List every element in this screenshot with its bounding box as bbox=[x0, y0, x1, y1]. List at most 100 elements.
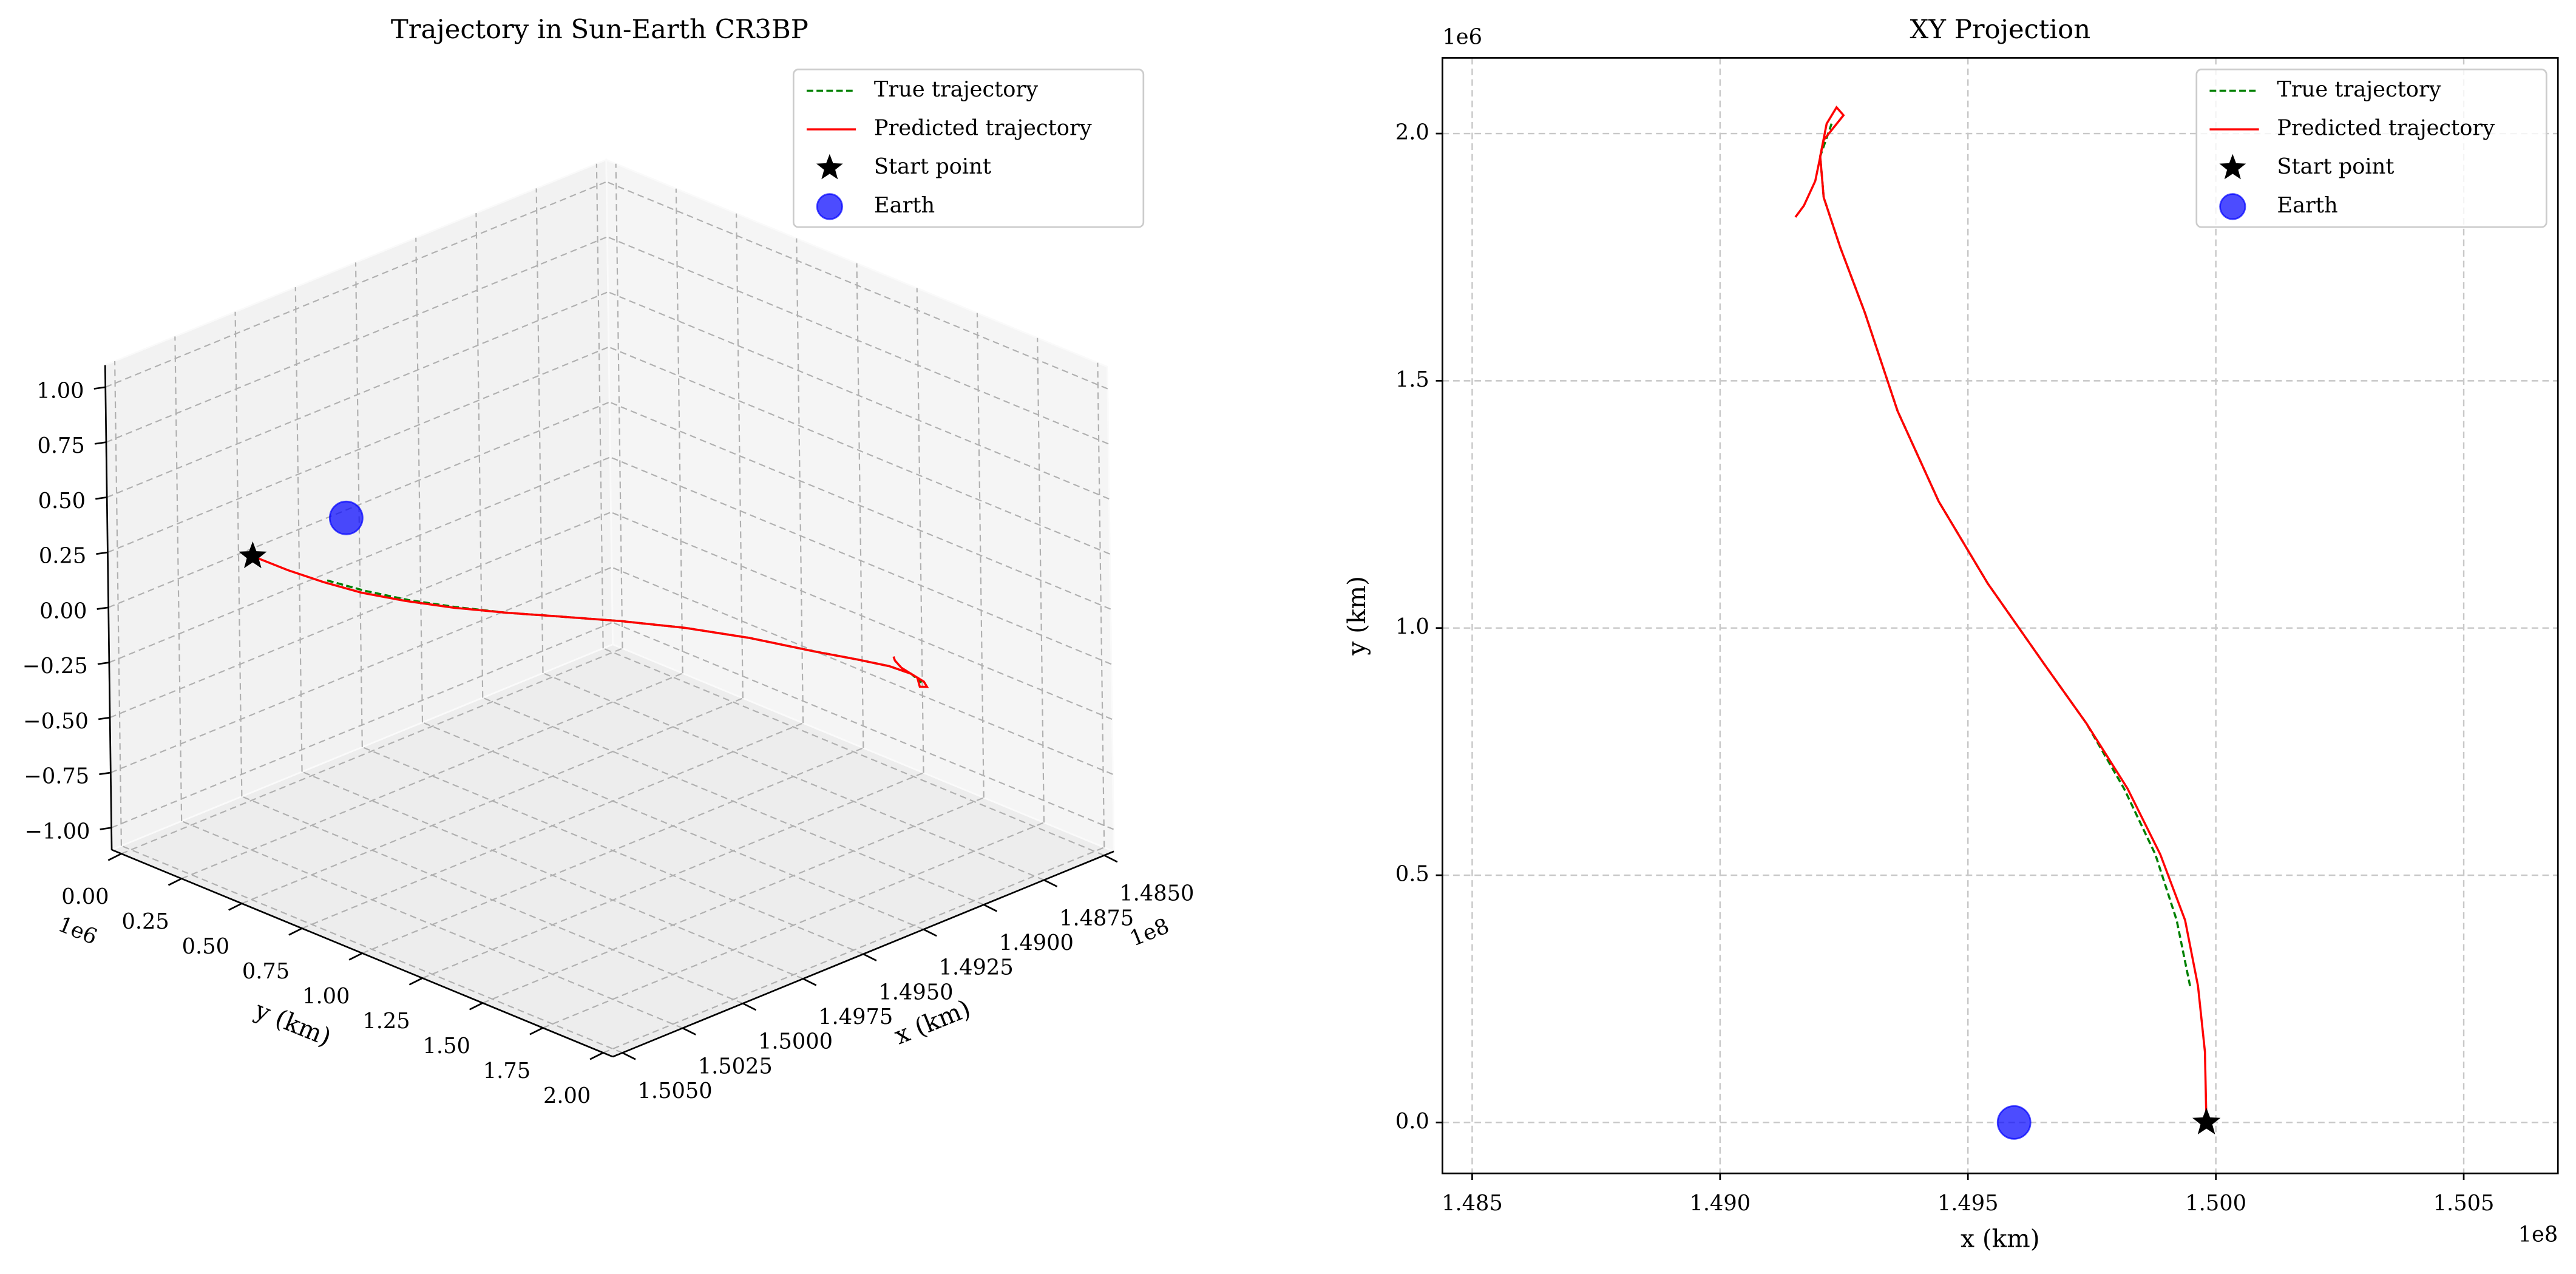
y-tick bbox=[228, 903, 242, 911]
y-tick-label: 2.0 bbox=[1395, 120, 1429, 145]
grid-line bbox=[110, 566, 612, 773]
start-marker bbox=[2192, 1107, 2221, 1135]
z-tick bbox=[95, 496, 107, 500]
z-tick bbox=[98, 716, 110, 720]
grid-line bbox=[109, 456, 611, 663]
grid-line bbox=[482, 797, 985, 1004]
grid-line bbox=[174, 336, 183, 821]
legend-label: Start point bbox=[2277, 154, 2394, 179]
z-tick-label: 1.00 bbox=[36, 378, 84, 403]
z-tick bbox=[100, 827, 112, 830]
grid-line bbox=[105, 181, 607, 388]
x-tick-label: 1.490 bbox=[1689, 1191, 1751, 1216]
grid-line bbox=[234, 311, 243, 797]
x-tick bbox=[622, 1052, 636, 1060]
grid-line bbox=[609, 401, 1111, 610]
grid-line bbox=[114, 361, 123, 846]
grid-line bbox=[611, 511, 1113, 720]
z-tick-label: −1.00 bbox=[25, 819, 90, 844]
legend-label: True trajectory bbox=[874, 77, 1038, 102]
x-tick bbox=[1043, 879, 1058, 887]
legend-box bbox=[792, 69, 1145, 228]
z-tick bbox=[94, 441, 107, 445]
legend-label: Predicted trajectory bbox=[874, 116, 1092, 141]
y-tick-label: 1.0 bbox=[1395, 614, 1429, 639]
legend-symbol bbox=[2219, 154, 2246, 180]
z-tick-label: 0.25 bbox=[39, 544, 86, 569]
x-offset: 1e8 bbox=[2518, 1222, 2558, 1247]
grid-line bbox=[603, 847, 1105, 1054]
x-tick-label: 1.4925 bbox=[939, 955, 1014, 980]
x-tick bbox=[923, 929, 937, 937]
grid-line bbox=[302, 722, 804, 929]
y-tick-label: 2.00 bbox=[543, 1083, 591, 1108]
x-tick-label: 1.4850 bbox=[1119, 881, 1194, 906]
y-tick-label: 0.75 bbox=[242, 959, 290, 984]
y-tick-label: 1.75 bbox=[483, 1059, 530, 1083]
legend-label: Earth bbox=[2277, 193, 2337, 218]
x-tick-label: 1.5050 bbox=[638, 1079, 713, 1103]
grid-line bbox=[606, 181, 1108, 390]
x-tick-label: 1.4950 bbox=[878, 980, 953, 1005]
y-tick bbox=[589, 1052, 604, 1060]
y-offset: 1e6 bbox=[55, 912, 101, 950]
grid-line bbox=[107, 346, 609, 554]
grid-line bbox=[856, 263, 864, 748]
grid-line bbox=[294, 287, 303, 772]
grid-line bbox=[1097, 362, 1105, 848]
z-tick-label: 0.75 bbox=[37, 433, 84, 458]
earth-marker bbox=[1996, 1105, 2032, 1140]
plot-frame bbox=[1442, 57, 2559, 1174]
grid-line bbox=[603, 648, 1105, 856]
axis-line bbox=[104, 365, 113, 850]
z-tick-label: 0.50 bbox=[38, 489, 86, 513]
x-tick bbox=[983, 904, 998, 912]
y-tick bbox=[529, 1027, 544, 1035]
legend-symbol bbox=[816, 193, 843, 220]
x-tick bbox=[863, 953, 877, 961]
grid-line bbox=[362, 747, 864, 954]
grid-line bbox=[109, 511, 612, 719]
z-tick bbox=[96, 551, 108, 555]
grid-line bbox=[612, 622, 1114, 830]
grid-line bbox=[607, 236, 1109, 445]
grid-line bbox=[675, 188, 683, 674]
grid-line bbox=[106, 291, 609, 498]
z-tick-label: −0.25 bbox=[22, 654, 88, 679]
x-tick-label: 1.5025 bbox=[698, 1054, 773, 1079]
grid-line bbox=[181, 673, 683, 879]
y-tick-label: 0.50 bbox=[182, 934, 229, 959]
z-tick bbox=[93, 386, 106, 390]
x-tick bbox=[742, 1002, 757, 1011]
grid-line bbox=[422, 772, 924, 979]
grid-line bbox=[608, 346, 1110, 555]
x-tick bbox=[1103, 855, 1118, 863]
y-tick bbox=[469, 1002, 483, 1011]
y-tick-label: 0.0 bbox=[1395, 1109, 1429, 1134]
grid-line bbox=[535, 188, 544, 673]
y-tick bbox=[288, 927, 303, 936]
x-tick-label: 1.5000 bbox=[758, 1029, 833, 1054]
grid-line bbox=[595, 163, 604, 649]
z-tick bbox=[99, 771, 111, 776]
grid-line bbox=[976, 313, 985, 798]
legend-label: Start point bbox=[874, 154, 991, 179]
y-tick-label: 0.00 bbox=[61, 884, 109, 909]
grid-line bbox=[609, 456, 1112, 665]
x-tick-label: 1.495 bbox=[1937, 1191, 1999, 1216]
grid-line bbox=[615, 163, 623, 649]
start-marker bbox=[239, 541, 267, 569]
y-axis-label: y (km) bbox=[1342, 576, 1371, 656]
trajectory-line bbox=[1819, 123, 2191, 986]
legend-label: True trajectory bbox=[2277, 77, 2441, 102]
chart-title: XY Projection bbox=[1910, 15, 2091, 45]
grid-line bbox=[111, 622, 613, 828]
grid-line bbox=[475, 213, 484, 698]
earth-marker bbox=[328, 500, 364, 535]
x-tick-label: 1.4900 bbox=[999, 930, 1074, 955]
x-tick-label: 1.485 bbox=[1442, 1191, 1503, 1216]
grid-line bbox=[611, 566, 1113, 775]
legend-label: Predicted trajectory bbox=[2277, 116, 2495, 141]
x-tick-label: 1.4875 bbox=[1059, 906, 1134, 930]
